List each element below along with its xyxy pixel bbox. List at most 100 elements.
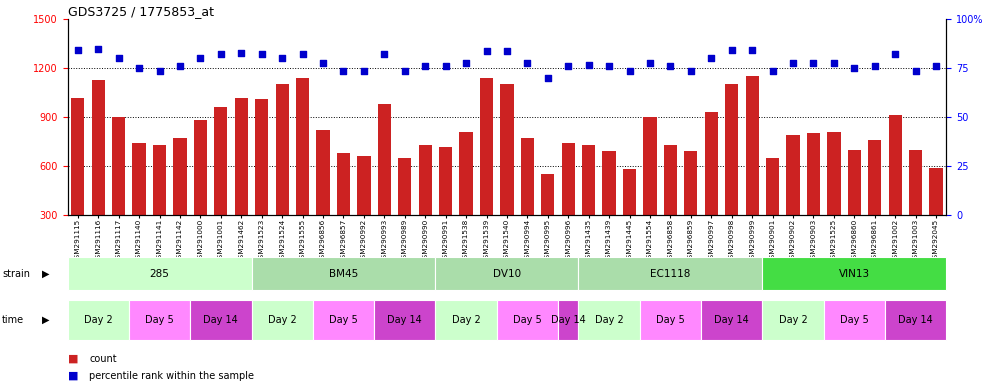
Bar: [500, 84, 514, 264]
Point: [724, 47, 740, 53]
Bar: [541, 174, 555, 264]
Point: [764, 68, 780, 74]
Point: [867, 63, 883, 69]
Text: Day 14: Day 14: [388, 314, 422, 325]
Point: [417, 63, 433, 69]
Point: [172, 63, 188, 69]
Bar: [664, 145, 677, 264]
Text: BM45: BM45: [329, 268, 358, 279]
Bar: [378, 104, 391, 264]
Text: EC1118: EC1118: [650, 268, 691, 279]
Bar: [582, 145, 595, 264]
Text: Day 5: Day 5: [329, 314, 358, 325]
Point: [601, 63, 617, 69]
Point: [561, 63, 577, 69]
Point: [888, 51, 904, 57]
Bar: [827, 132, 841, 264]
Bar: [235, 98, 248, 264]
Point: [540, 75, 556, 81]
Bar: [357, 156, 371, 264]
Point: [745, 47, 760, 53]
Point: [356, 68, 372, 74]
Point: [397, 68, 413, 74]
Text: Day 5: Day 5: [656, 314, 685, 325]
Point: [642, 60, 658, 66]
Point: [193, 55, 209, 61]
Text: Day 14: Day 14: [551, 314, 585, 325]
Text: ▶: ▶: [42, 314, 50, 325]
Bar: [705, 112, 718, 264]
Point: [253, 51, 269, 57]
Point: [110, 55, 126, 61]
Point: [908, 68, 923, 74]
Bar: [684, 151, 698, 264]
Text: time: time: [2, 314, 24, 325]
Text: Day 14: Day 14: [899, 314, 933, 325]
Point: [336, 68, 352, 74]
Bar: [786, 135, 799, 264]
Point: [131, 65, 147, 71]
Text: Day 2: Day 2: [778, 314, 807, 325]
Point: [90, 46, 106, 52]
Bar: [643, 117, 657, 264]
Bar: [766, 158, 779, 264]
Bar: [72, 98, 84, 264]
Point: [213, 51, 229, 57]
Text: ▶: ▶: [42, 268, 50, 279]
Text: GDS3725 / 1775853_at: GDS3725 / 1775853_at: [68, 5, 214, 18]
Point: [70, 47, 85, 53]
Point: [377, 51, 393, 57]
Bar: [337, 153, 350, 264]
Bar: [112, 117, 125, 264]
Bar: [521, 138, 534, 264]
Text: Day 5: Day 5: [145, 314, 174, 325]
Bar: [725, 84, 739, 264]
Point: [499, 48, 515, 54]
Text: strain: strain: [2, 268, 30, 279]
Bar: [316, 130, 330, 264]
Bar: [623, 169, 636, 264]
Text: ■: ■: [68, 371, 79, 381]
Bar: [399, 158, 412, 264]
Point: [437, 63, 453, 69]
Bar: [275, 84, 289, 264]
Point: [520, 60, 536, 66]
Point: [294, 51, 310, 57]
Point: [621, 68, 637, 74]
Bar: [848, 150, 861, 264]
Text: ■: ■: [68, 354, 79, 364]
Bar: [909, 150, 922, 264]
Text: percentile rank within the sample: percentile rank within the sample: [89, 371, 254, 381]
Point: [928, 63, 944, 69]
Text: count: count: [89, 354, 117, 364]
Point: [478, 48, 494, 54]
Point: [458, 60, 474, 66]
Text: Day 5: Day 5: [513, 314, 542, 325]
Bar: [132, 143, 146, 264]
Bar: [929, 168, 942, 264]
Bar: [91, 79, 105, 264]
Text: Day 2: Day 2: [83, 314, 112, 325]
Bar: [439, 147, 452, 264]
Text: Day 5: Day 5: [840, 314, 869, 325]
Text: Day 2: Day 2: [451, 314, 480, 325]
Bar: [562, 143, 575, 264]
Text: Day 2: Day 2: [267, 314, 296, 325]
Point: [274, 55, 290, 61]
Bar: [194, 121, 207, 264]
Bar: [889, 116, 902, 264]
Point: [826, 60, 842, 66]
Text: 285: 285: [150, 268, 170, 279]
Bar: [868, 140, 882, 264]
Text: VIN13: VIN13: [839, 268, 870, 279]
Text: Day 14: Day 14: [715, 314, 749, 325]
Bar: [215, 108, 228, 264]
Point: [152, 68, 168, 74]
Point: [846, 65, 862, 71]
Point: [785, 60, 801, 66]
Bar: [296, 78, 309, 264]
Point: [805, 60, 821, 66]
Bar: [602, 151, 615, 264]
Bar: [418, 145, 431, 264]
Bar: [459, 132, 473, 264]
